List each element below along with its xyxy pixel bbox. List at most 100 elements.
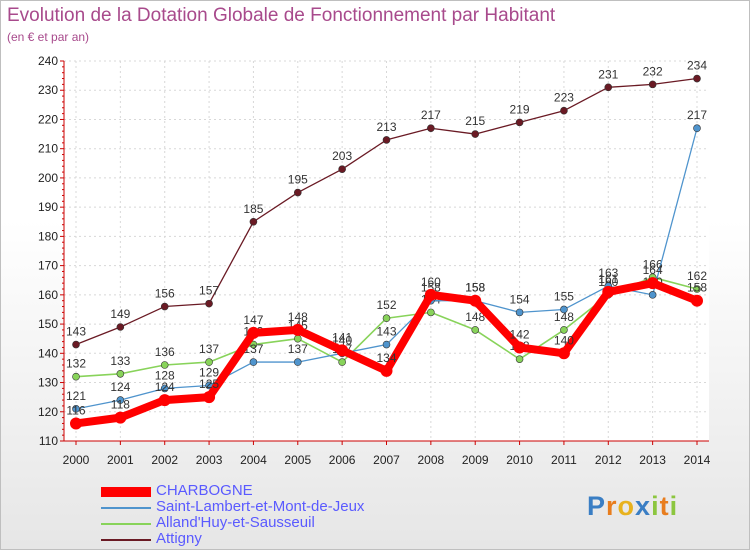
data-label: 148 xyxy=(465,310,485,324)
x-tick-label: 2007 xyxy=(373,453,400,467)
data-label: 129 xyxy=(199,365,219,379)
y-tick-label: 160 xyxy=(38,288,58,302)
data-label: 142 xyxy=(510,327,530,341)
data-label: 157 xyxy=(199,284,219,298)
data-label: 132 xyxy=(66,357,86,371)
logo-letter: i xyxy=(669,491,679,521)
data-label: 124 xyxy=(155,380,175,394)
data-point xyxy=(602,285,615,298)
data-label: 128 xyxy=(155,368,175,382)
data-point xyxy=(693,124,701,133)
data-point xyxy=(691,294,703,307)
data-point xyxy=(648,291,657,299)
data-point xyxy=(249,358,258,366)
data-point xyxy=(427,124,435,133)
data-label: 125 xyxy=(199,377,219,391)
logo-letter: r xyxy=(606,491,618,521)
data-label: 158 xyxy=(687,281,707,295)
data-label: 217 xyxy=(421,108,441,122)
data-label: 133 xyxy=(110,354,130,368)
data-point xyxy=(560,305,568,314)
data-label: 156 xyxy=(155,287,175,301)
y-tick-label: 190 xyxy=(38,200,58,214)
data-label: 166 xyxy=(643,257,663,271)
data-point xyxy=(293,358,302,366)
data-label: 137 xyxy=(199,342,219,356)
data-point xyxy=(471,130,480,138)
data-point xyxy=(336,344,349,357)
data-label: 116 xyxy=(66,403,85,417)
data-label: 118 xyxy=(111,398,130,412)
data-point xyxy=(116,369,125,378)
x-tick-label: 2013 xyxy=(639,453,666,467)
legend-label: Saint-Lambert-et-Mont-de-Jeux xyxy=(156,498,365,515)
logo-letter: P xyxy=(587,491,607,521)
data-point xyxy=(513,341,526,354)
data-label: 231 xyxy=(598,67,618,81)
legend-swatch xyxy=(101,523,151,525)
data-point xyxy=(380,364,393,377)
logo-letter: t xyxy=(659,491,670,521)
legend-swatch xyxy=(101,539,151,541)
data-point xyxy=(249,217,258,226)
y-tick-label: 210 xyxy=(38,142,58,156)
data-label: 160 xyxy=(421,275,441,289)
data-point xyxy=(114,411,127,424)
data-point xyxy=(427,308,435,317)
data-point xyxy=(203,391,216,404)
data-label: 152 xyxy=(376,298,396,312)
data-point xyxy=(382,136,391,144)
x-tick-label: 2004 xyxy=(240,453,267,467)
logo-letter: i xyxy=(651,491,660,521)
data-label: 158 xyxy=(465,281,485,295)
data-label: 155 xyxy=(554,289,574,303)
x-tick-label: 2014 xyxy=(684,453,711,467)
data-point xyxy=(469,294,482,307)
data-point xyxy=(560,106,568,115)
x-tick-label: 2008 xyxy=(418,453,445,467)
data-point xyxy=(205,358,213,366)
data-point xyxy=(158,394,171,407)
data-label: 215 xyxy=(465,114,485,128)
y-tick-label: 150 xyxy=(38,317,58,331)
data-label: 219 xyxy=(510,102,530,116)
data-label: 160 xyxy=(598,275,618,289)
data-point xyxy=(70,417,82,430)
data-point xyxy=(648,80,657,89)
data-point xyxy=(693,285,701,293)
data-label: 141 xyxy=(332,330,352,344)
x-tick-label: 2005 xyxy=(284,453,311,467)
data-point xyxy=(72,340,80,349)
chart-title: Evolution de la Dotation Globale de Fonc… xyxy=(7,5,556,26)
data-label: 217 xyxy=(687,108,707,122)
data-label: 143 xyxy=(376,325,396,339)
x-tick-label: 2012 xyxy=(595,453,622,467)
legend-label: Attigny xyxy=(156,530,202,547)
x-tick-label: 2011 xyxy=(551,453,577,467)
data-point xyxy=(247,326,260,339)
data-label: 149 xyxy=(110,307,130,321)
y-tick-label: 180 xyxy=(38,229,58,243)
data-point xyxy=(471,326,480,334)
data-point xyxy=(382,314,391,323)
data-point xyxy=(116,396,125,404)
y-tick-label: 130 xyxy=(38,376,58,390)
data-label: 223 xyxy=(554,91,574,105)
data-point xyxy=(557,347,570,360)
data-label: 234 xyxy=(687,59,707,73)
data-point xyxy=(382,340,391,349)
legend-swatch xyxy=(101,487,151,497)
data-label: 148 xyxy=(288,310,308,324)
data-label: 203 xyxy=(332,149,352,163)
y-tick-label: 200 xyxy=(38,171,58,185)
data-point xyxy=(693,74,701,83)
data-point xyxy=(424,288,437,301)
data-label: 161 xyxy=(598,272,618,286)
legend-label: Alland'Huy-et-Sausseuil xyxy=(156,514,315,531)
data-point xyxy=(205,299,213,308)
data-label: 137 xyxy=(288,342,308,356)
proxiti-logo: Proxiti xyxy=(587,491,678,522)
data-point xyxy=(560,326,568,334)
y-tick-label: 120 xyxy=(38,405,58,419)
